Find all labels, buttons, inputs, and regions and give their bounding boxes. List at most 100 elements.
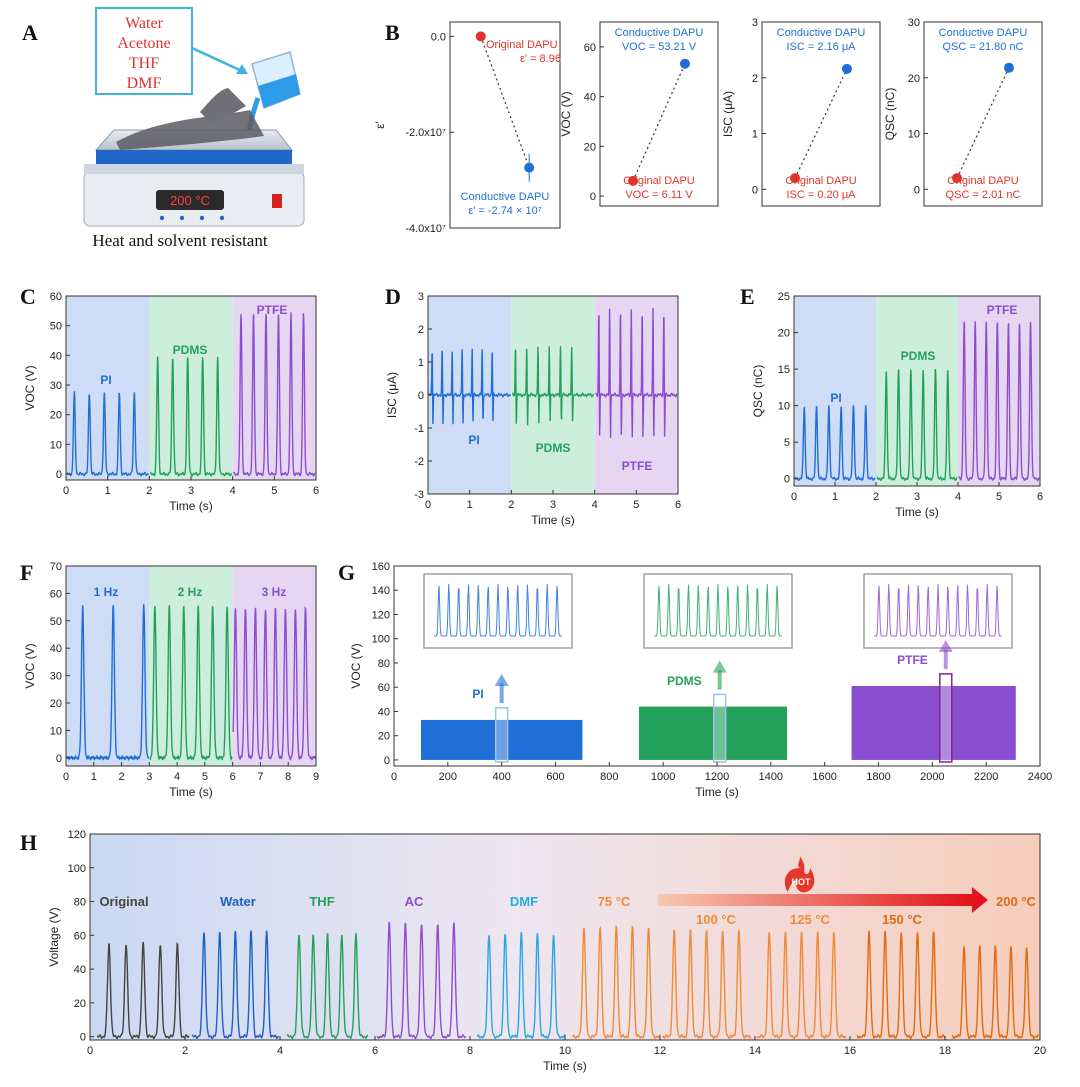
- x-tick-label: 18: [939, 1045, 951, 1057]
- y-tick-label: 120: [68, 829, 86, 841]
- series-trace: [756, 931, 847, 1040]
- x-tick-label: 1: [832, 491, 838, 503]
- signal-block: [420, 719, 583, 760]
- y-tick-label: 50: [50, 321, 62, 333]
- region-background: [149, 566, 233, 766]
- solvent-dmf: DMF: [127, 75, 162, 92]
- y-tick-label: 60: [50, 291, 62, 303]
- x-tick-label: 4: [230, 485, 236, 497]
- y-tick-label: 30: [50, 380, 62, 392]
- series-label: Original: [99, 894, 148, 909]
- y-tick-label: 5: [784, 437, 790, 449]
- x-tick-label: 16: [844, 1045, 856, 1057]
- x-tick-label: 4: [277, 1045, 283, 1057]
- y-axis-label: VOC (V): [349, 643, 363, 688]
- x-axis-label: Time (s): [895, 505, 939, 519]
- series-label: PDMS: [901, 349, 936, 363]
- y-tick-label: 40: [74, 964, 86, 976]
- x-tick-label: 5: [271, 485, 277, 497]
- data-point: [790, 173, 801, 184]
- series-trace: [958, 321, 1040, 482]
- y-tick-label: -3: [414, 489, 424, 501]
- x-tick-label: 5: [996, 491, 1002, 503]
- hot-plate-illustration: 200 °C: [83, 88, 305, 227]
- point-label: Conductive DAPU: [615, 27, 704, 39]
- y-tick-label: 40: [50, 350, 62, 362]
- y-tick-label: 40: [584, 92, 596, 104]
- solvent-box: [95, 7, 193, 95]
- y-tick-label: 0: [590, 191, 596, 203]
- x-tick-label: 1400: [759, 771, 783, 783]
- x-tick-label: 400: [492, 771, 510, 783]
- flame-icon: [784, 856, 815, 893]
- x-tick-label: 2: [873, 491, 879, 503]
- series-trace: [286, 931, 369, 1040]
- x-tick-label: 0: [391, 771, 397, 783]
- temperature-display: 200 °C: [170, 193, 210, 208]
- x-tick-label: 8: [285, 771, 291, 783]
- x-tick-label: 4: [592, 499, 598, 511]
- point-label: Original DAPU: [486, 39, 558, 51]
- y-tick-label: 20: [50, 410, 62, 422]
- solvent-thf: THF: [129, 55, 159, 72]
- panel-letter-c: C: [20, 284, 36, 309]
- series-label: AC: [405, 894, 424, 909]
- y-tick-label: 40: [378, 706, 390, 718]
- point-annotation: VOC = 6.11 V: [625, 189, 693, 201]
- y-tick-label: 60: [50, 588, 62, 600]
- series-label: 2 Hz: [178, 585, 203, 599]
- panel-a: A Water Acetone THF DMF 200 °C: [22, 7, 305, 250]
- y-axis-label: QSC (nC): [751, 365, 765, 418]
- y-tick-label: 100: [68, 863, 86, 875]
- x-tick-label: 0: [63, 485, 69, 497]
- series-label: 75 °C: [598, 894, 631, 909]
- series-trace: [951, 945, 1039, 1040]
- x-tick-label: 1000: [651, 771, 675, 783]
- y-tick-label: 20: [50, 698, 62, 710]
- plot-frame: [599, 21, 719, 207]
- plot-frame: [761, 21, 881, 207]
- y-tick-label: 1: [752, 129, 758, 141]
- x-tick-label: 800: [600, 771, 618, 783]
- data-point: [679, 58, 690, 69]
- y-axis-label: VOC (V): [559, 91, 573, 136]
- x-tick-label: 600: [546, 771, 564, 783]
- data-point: [952, 173, 963, 184]
- inset-trace: [434, 583, 562, 637]
- x-tick-label: 14: [749, 1045, 761, 1057]
- y-tick-label: 10: [50, 725, 62, 737]
- x-tick-label: 3: [550, 499, 556, 511]
- y-tick-label: 80: [378, 658, 390, 670]
- x-axis-label: Time (s): [169, 499, 213, 513]
- data-point: [475, 31, 486, 42]
- trend-line: [794, 68, 848, 179]
- temperature-arrowhead: [972, 887, 988, 913]
- y-tick-label: 0: [914, 184, 920, 196]
- y-tick-label: 40: [50, 643, 62, 655]
- y-tick-label: 10: [778, 401, 790, 413]
- series-label: 125 °C: [790, 912, 831, 927]
- y-tick-label: 2: [752, 73, 758, 85]
- point-label: Original DAPU: [623, 175, 695, 187]
- series-trace: [856, 930, 946, 1040]
- region-background: [876, 296, 958, 486]
- panel-letter-b: B: [385, 20, 400, 45]
- series-label: 3 Hz: [262, 585, 287, 599]
- point-label: Conductive DAPU: [939, 27, 1028, 39]
- series-trace: [65, 604, 150, 761]
- x-tick-label: 200: [439, 771, 457, 783]
- y-axis-label: Voltage (V): [47, 907, 61, 966]
- panel-letter-h: H: [20, 830, 37, 855]
- series-trace: [661, 929, 752, 1039]
- panel-letter-e: E: [740, 284, 755, 309]
- x-tick-label: 3: [914, 491, 920, 503]
- x-tick-label: 1: [105, 485, 111, 497]
- point-label: Conductive DAPU: [461, 191, 550, 203]
- chart-d-isc-materials: PI PDMS PTFE 0 1 2 3 4 5 6 -3 -2 -1 0 1 2 3 Time (s) ISC (…: [385, 291, 681, 527]
- x-tick-label: 6: [313, 485, 319, 497]
- series-trace: [66, 391, 150, 477]
- series-label: 100 °C: [696, 912, 737, 927]
- series-label: PI: [468, 433, 479, 447]
- chart-b2-voc: 0 20 40 60 VOC (V) Conductive DAPU VOC = 53.21…: [559, 21, 719, 207]
